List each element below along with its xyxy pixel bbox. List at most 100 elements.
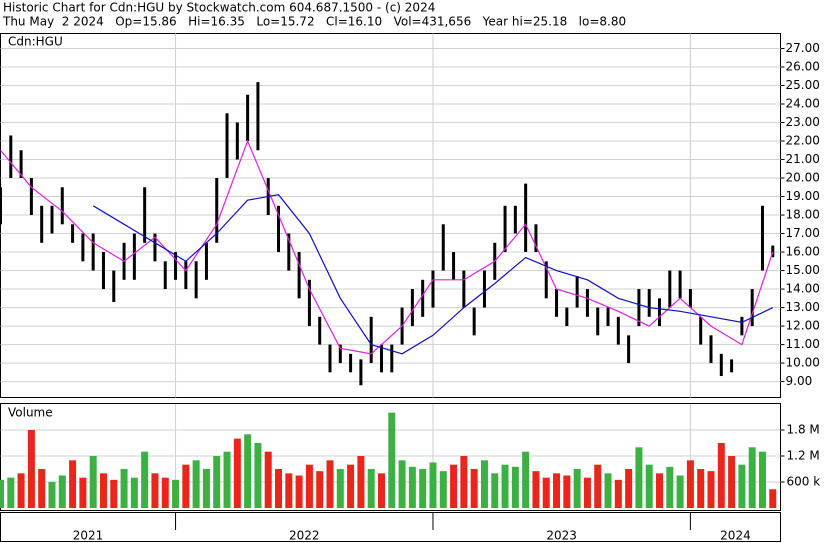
- volume-bar: [738, 464, 746, 508]
- volume-bar: [583, 477, 591, 508]
- y-tick-label: 13.00: [786, 300, 820, 314]
- volume-bar: [728, 456, 736, 508]
- volume-bar: [666, 466, 674, 508]
- volume-bar: [532, 471, 540, 508]
- volume-bar: [27, 430, 35, 508]
- volume-bar: [542, 477, 550, 508]
- x-period-label: 2021: [73, 529, 104, 543]
- volume-bar: [223, 451, 231, 508]
- volume-bar: [594, 464, 602, 508]
- chart-title: Historic Chart for Cdn:HGU by Stockwatch…: [3, 1, 435, 15]
- y-tick-label: 19.00: [786, 189, 820, 203]
- volume-bar: [7, 477, 15, 508]
- volume-bar: [511, 466, 519, 508]
- volume-bar: [563, 475, 571, 508]
- volume-bar: [38, 469, 46, 508]
- volume-bar: [120, 469, 128, 508]
- volume-bar: [758, 451, 766, 508]
- volume-bar: [233, 438, 241, 508]
- y-tick-label: 21.00: [786, 152, 820, 166]
- volume-bar: [347, 464, 355, 508]
- y-tick-label: 14.00: [786, 282, 820, 296]
- y-tick-label: 12.00: [786, 319, 820, 333]
- volume-bar: [707, 471, 715, 508]
- volume-bar: [130, 477, 138, 508]
- volume-bar: [450, 464, 458, 508]
- y-tick-label: 9.00: [786, 374, 813, 388]
- volume-bar: [285, 473, 293, 508]
- y-tick-label: 15.00: [786, 263, 820, 277]
- volume-bar: [110, 479, 118, 508]
- volume-bar: [202, 469, 210, 508]
- moving-average-line: [92, 194, 774, 355]
- volume-tick-label: 600 k: [787, 475, 821, 489]
- volume-bar: [470, 469, 478, 508]
- volume-bar: [748, 447, 756, 508]
- volume-bar: [573, 469, 581, 508]
- volume-bar: [0, 479, 4, 508]
- volume-bar: [480, 460, 488, 508]
- volume-bar: [697, 469, 705, 508]
- moving-average-line: [0, 139, 774, 355]
- y-tick-label: 20.00: [786, 171, 820, 185]
- volume-bar: [99, 473, 107, 508]
- year-strip: [0, 512, 781, 542]
- volume-bar: [769, 489, 777, 508]
- volume-bar: [686, 460, 694, 508]
- x-period-label: 2023: [546, 529, 577, 543]
- volume-bar: [491, 473, 499, 508]
- y-tick-label: 10.00: [786, 356, 820, 370]
- volume-bar: [69, 460, 77, 508]
- volume-bar: [244, 434, 252, 508]
- volume-bar: [408, 466, 416, 508]
- volume-bar: [305, 464, 313, 508]
- volume-bar: [645, 464, 653, 508]
- volume-tick-label: 1.2 M: [787, 449, 820, 463]
- volume-bar: [254, 443, 262, 508]
- y-tick-label: 11.00: [786, 337, 820, 351]
- volume-bar: [161, 477, 169, 508]
- y-tick-label: 27.00: [786, 41, 820, 55]
- volume-bar: [604, 473, 612, 508]
- chart-subtitle: Thu May 2 2024 Op=15.86 Hi=16.35 Lo=15.7…: [2, 15, 626, 29]
- y-tick-label: 16.00: [786, 245, 820, 259]
- volume-bar: [553, 473, 561, 508]
- volume-bar: [388, 412, 396, 508]
- volume-bar: [182, 464, 190, 508]
- y-tick-label: 25.00: [786, 78, 820, 92]
- volume-bar: [192, 460, 200, 508]
- y-tick-label: 23.00: [786, 115, 820, 129]
- x-period-label: 2022: [289, 529, 320, 543]
- volume-bar: [151, 473, 159, 508]
- volume-bar: [429, 462, 437, 508]
- volume-bar: [17, 473, 25, 508]
- volume-bar: [295, 475, 303, 508]
- y-tick-label: 26.00: [786, 59, 820, 73]
- volume-bar: [625, 469, 633, 508]
- y-tick-label: 17.00: [786, 226, 820, 240]
- volume-bar: [172, 479, 180, 508]
- volume-tick-label: 1.8 M: [787, 423, 820, 437]
- volume-bar: [614, 479, 622, 508]
- y-tick-label: 24.00: [786, 97, 820, 111]
- volume-bar: [89, 456, 97, 508]
- x-period-label: 2024: [720, 529, 751, 543]
- panel-label: Cdn:HGU: [8, 35, 63, 49]
- volume-bar: [79, 477, 87, 508]
- volume-bar: [377, 473, 385, 508]
- volume-bar: [419, 469, 427, 508]
- volume-bar: [522, 451, 530, 508]
- y-tick-label: 18.00: [786, 208, 820, 222]
- y-tick-label: 22.00: [786, 134, 820, 148]
- volume-bar: [398, 460, 406, 508]
- volume-bar: [460, 456, 468, 508]
- volume-bar: [656, 473, 664, 508]
- volume-bar: [676, 475, 684, 508]
- volume-bar: [367, 469, 375, 508]
- volume-bar: [264, 451, 272, 508]
- volume-bar: [501, 464, 509, 508]
- volume-bar: [439, 471, 447, 508]
- volume-bar: [141, 451, 149, 508]
- volume-bar: [48, 482, 56, 508]
